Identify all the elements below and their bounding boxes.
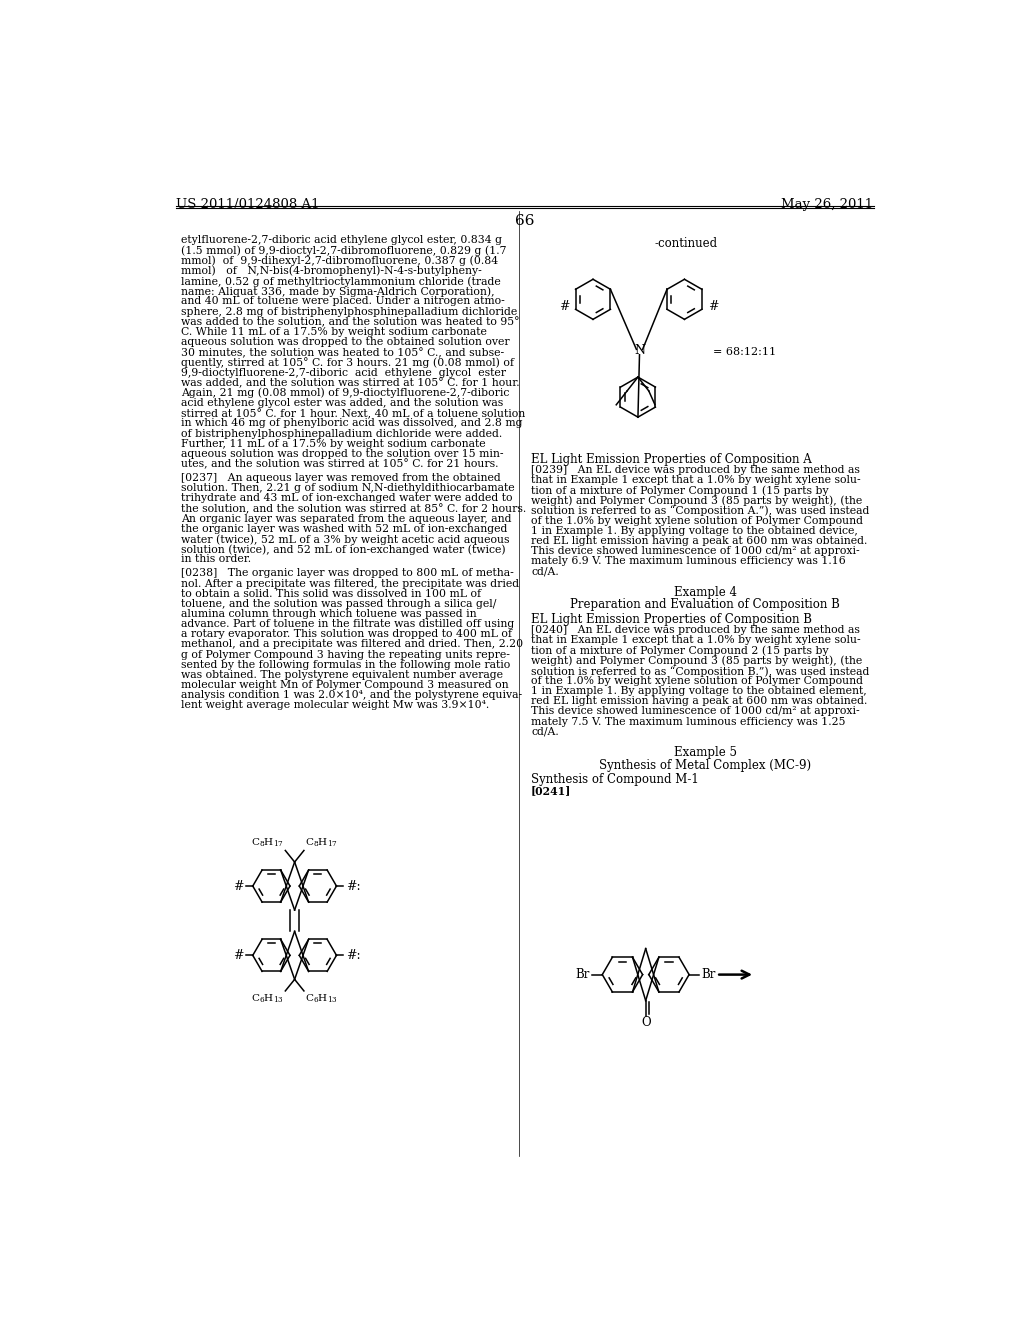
Text: 30 minutes, the solution was heated to 105° C., and subse-: 30 minutes, the solution was heated to 1… bbox=[180, 347, 504, 358]
Text: 1 in Example 1. By applying voltage to the obtained element,: 1 in Example 1. By applying voltage to t… bbox=[531, 686, 866, 696]
Text: lamine, 0.52 g of methyltrioctylammonium chloride (trade: lamine, 0.52 g of methyltrioctylammonium… bbox=[180, 276, 501, 286]
Text: water (twice), 52 mL of a 3% by weight acetic acid aqueous: water (twice), 52 mL of a 3% by weight a… bbox=[180, 535, 509, 545]
Text: O: O bbox=[641, 1016, 650, 1030]
Text: Example 5: Example 5 bbox=[674, 746, 737, 759]
Text: C. While 11 mL of a 17.5% by weight sodium carbonate: C. While 11 mL of a 17.5% by weight sodi… bbox=[180, 327, 486, 337]
Text: aqueous solution was dropped to the obtained solution over: aqueous solution was dropped to the obta… bbox=[180, 337, 509, 347]
Text: -continued: -continued bbox=[654, 238, 718, 249]
Text: [0237]   An aqueous layer was removed from the obtained: [0237] An aqueous layer was removed from… bbox=[180, 473, 501, 483]
Text: the organic layer was washed with 52 mL of ion-exchanged: the organic layer was washed with 52 mL … bbox=[180, 524, 507, 533]
Text: #:: #: bbox=[346, 879, 360, 892]
Text: [0239]   An EL device was produced by the same method as: [0239] An EL device was produced by the … bbox=[531, 465, 860, 475]
Text: $\mathregular{C_8H_{17}}$: $\mathregular{C_8H_{17}}$ bbox=[305, 837, 338, 849]
Text: solution is referred to as “Composition A.”), was used instead: solution is referred to as “Composition … bbox=[531, 506, 869, 516]
Text: toluene, and the solution was passed through a silica gel/: toluene, and the solution was passed thr… bbox=[180, 599, 496, 609]
Text: May 26, 2011: May 26, 2011 bbox=[781, 198, 873, 211]
Text: Br: Br bbox=[701, 968, 716, 981]
Text: = 68:12:11: = 68:12:11 bbox=[713, 347, 776, 358]
Text: stirred at 105° C. for 1 hour. Next, 40 mL of a toluene solution: stirred at 105° C. for 1 hour. Next, 40 … bbox=[180, 408, 525, 418]
Text: cd/A.: cd/A. bbox=[531, 566, 559, 577]
Text: nol. After a precipitate was filtered, the precipitate was dried: nol. After a precipitate was filtered, t… bbox=[180, 578, 519, 589]
Text: of bistriphenylphosphinepalladium dichloride were added.: of bistriphenylphosphinepalladium dichlo… bbox=[180, 429, 502, 438]
Text: alumina column through which toluene was passed in: alumina column through which toluene was… bbox=[180, 609, 476, 619]
Text: An organic layer was separated from the aqueous layer, and: An organic layer was separated from the … bbox=[180, 513, 511, 524]
Text: cd/A.: cd/A. bbox=[531, 727, 559, 737]
Text: aqueous solution was dropped to the solution over 15 min-: aqueous solution was dropped to the solu… bbox=[180, 449, 503, 459]
Text: US 2011/0124808 A1: US 2011/0124808 A1 bbox=[176, 198, 319, 211]
Text: utes, and the solution was stirred at 105° C. for 21 hours.: utes, and the solution was stirred at 10… bbox=[180, 459, 499, 470]
Text: #: # bbox=[233, 879, 244, 892]
Text: solution (twice), and 52 mL of ion-exchanged water (twice): solution (twice), and 52 mL of ion-excha… bbox=[180, 544, 505, 554]
Text: acid ethylene glycol ester was added, and the solution was: acid ethylene glycol ester was added, an… bbox=[180, 399, 503, 408]
Text: name: Aliquat 336, made by Sigma-Aldrich Corporation),: name: Aliquat 336, made by Sigma-Aldrich… bbox=[180, 286, 495, 297]
Text: red EL light emission having a peak at 600 nm was obtained.: red EL light emission having a peak at 6… bbox=[531, 697, 867, 706]
Text: #: # bbox=[233, 949, 244, 962]
Text: $\mathregular{C_8H_{17}}$: $\mathregular{C_8H_{17}}$ bbox=[251, 837, 284, 849]
Text: quently, stirred at 105° C. for 3 hours. 21 mg (0.08 mmol) of: quently, stirred at 105° C. for 3 hours.… bbox=[180, 358, 514, 368]
Text: Again, 21 mg (0.08 mmol) of 9,9-dioctylfluorene-2,7-diboric: Again, 21 mg (0.08 mmol) of 9,9-dioctylf… bbox=[180, 388, 509, 399]
Text: lent weight average molecular weight Mw was 3.9×10⁴.: lent weight average molecular weight Mw … bbox=[180, 701, 488, 710]
Text: in this order.: in this order. bbox=[180, 554, 251, 565]
Text: analysis condition 1 was 2.0×10⁴, and the polystyrene equiva-: analysis condition 1 was 2.0×10⁴, and th… bbox=[180, 690, 522, 701]
Text: a rotary evaporator. This solution was dropped to 400 mL of: a rotary evaporator. This solution was d… bbox=[180, 630, 512, 639]
Text: mately 7.5 V. The maximum luminous efficiency was 1.25: mately 7.5 V. The maximum luminous effic… bbox=[531, 717, 846, 726]
Text: was obtained. The polystyrene equivalent number average: was obtained. The polystyrene equivalent… bbox=[180, 671, 503, 680]
Text: mately 6.9 V. The maximum luminous efficiency was 1.16: mately 6.9 V. The maximum luminous effic… bbox=[531, 556, 846, 566]
Text: and 40 mL of toluene were placed. Under a nitrogen atmo-: and 40 mL of toluene were placed. Under … bbox=[180, 297, 505, 306]
Text: in which 46 mg of phenylboric acid was dissolved, and 2.8 mg: in which 46 mg of phenylboric acid was d… bbox=[180, 418, 522, 429]
Text: etylfluorene-2,7-diboric acid ethylene glycol ester, 0.834 g: etylfluorene-2,7-diboric acid ethylene g… bbox=[180, 235, 502, 246]
Text: [0238]   The organic layer was dropped to 800 mL of metha-: [0238] The organic layer was dropped to … bbox=[180, 569, 513, 578]
Text: Br: Br bbox=[575, 968, 590, 981]
Text: EL Light Emission Properties of Composition A: EL Light Emission Properties of Composit… bbox=[531, 453, 812, 466]
Text: [0240]   An EL device was produced by the same method as: [0240] An EL device was produced by the … bbox=[531, 626, 860, 635]
Text: sented by the following formulas in the following mole ratio: sented by the following formulas in the … bbox=[180, 660, 510, 669]
Text: sphere, 2.8 mg of bistriphenylphosphinepalladium dichloride: sphere, 2.8 mg of bistriphenylphosphinep… bbox=[180, 306, 517, 317]
Text: solution. Then, 2.21 g of sodium N,N-diethyldithiocarbamate: solution. Then, 2.21 g of sodium N,N-die… bbox=[180, 483, 514, 494]
Text: molecular weight Mn of Polymer Compound 3 measured on: molecular weight Mn of Polymer Compound … bbox=[180, 680, 508, 690]
Text: weight) and Polymer Compound 3 (85 parts by weight), (the: weight) and Polymer Compound 3 (85 parts… bbox=[531, 495, 862, 506]
Text: Synthesis of Metal Complex (MC-9): Synthesis of Metal Complex (MC-9) bbox=[599, 759, 811, 771]
Text: Further, 11 mL of a 17.5% by weight sodium carbonate: Further, 11 mL of a 17.5% by weight sodi… bbox=[180, 438, 485, 449]
Text: #: # bbox=[709, 300, 719, 313]
Text: N: N bbox=[634, 345, 645, 358]
Text: was added, and the solution was stirred at 105° C. for 1 hour.: was added, and the solution was stirred … bbox=[180, 378, 519, 388]
Text: weight) and Polymer Compound 3 (85 parts by weight), (the: weight) and Polymer Compound 3 (85 parts… bbox=[531, 656, 862, 667]
Text: Preparation and Evaluation of Composition B: Preparation and Evaluation of Compositio… bbox=[570, 598, 841, 611]
Text: of the 1.0% by weight xylene solution of Polymer Compound: of the 1.0% by weight xylene solution of… bbox=[531, 676, 863, 686]
Text: (1.5 mmol) of 9,9-dioctyl-2,7-dibromofluorene, 0.829 g (1.7: (1.5 mmol) of 9,9-dioctyl-2,7-dibromoflu… bbox=[180, 246, 506, 256]
Text: 66: 66 bbox=[515, 214, 535, 228]
Text: tion of a mixture of Polymer Compound 1 (15 parts by: tion of a mixture of Polymer Compound 1 … bbox=[531, 486, 828, 496]
Text: red EL light emission having a peak at 600 nm was obtained.: red EL light emission having a peak at 6… bbox=[531, 536, 867, 546]
Text: #: # bbox=[559, 300, 569, 313]
Text: methanol, and a precipitate was filtered and dried. Then, 2.20: methanol, and a precipitate was filtered… bbox=[180, 639, 523, 649]
Text: 1 in Example 1. By applying voltage to the obtained device,: 1 in Example 1. By applying voltage to t… bbox=[531, 525, 858, 536]
Text: mmol)   of   N,N-bis(4-bromophenyl)-N-4-s-butylpheny-: mmol) of N,N-bis(4-bromophenyl)-N-4-s-bu… bbox=[180, 265, 481, 276]
Text: #:: #: bbox=[346, 949, 360, 962]
Text: that in Example 1 except that a 1.0% by weight xylene solu-: that in Example 1 except that a 1.0% by … bbox=[531, 475, 860, 484]
Text: $\mathregular{C_6H_{13}}$: $\mathregular{C_6H_{13}}$ bbox=[251, 993, 284, 1005]
Text: to obtain a solid. This solid was dissolved in 100 mL of: to obtain a solid. This solid was dissol… bbox=[180, 589, 481, 599]
Text: This device showed luminescence of 1000 cd/m² at approxi-: This device showed luminescence of 1000 … bbox=[531, 546, 859, 556]
Text: was added to the solution, and the solution was heated to 95°: was added to the solution, and the solut… bbox=[180, 317, 519, 327]
Text: that in Example 1 except that a 1.0% by weight xylene solu-: that in Example 1 except that a 1.0% by … bbox=[531, 635, 860, 645]
Text: $\mathregular{C_6H_{13}}$: $\mathregular{C_6H_{13}}$ bbox=[305, 993, 338, 1005]
Text: [0241]: [0241] bbox=[531, 785, 571, 796]
Text: This device showed luminescence of 1000 cd/m² at approxi-: This device showed luminescence of 1000 … bbox=[531, 706, 859, 717]
Text: of the 1.0% by weight xylene solution of Polymer Compound: of the 1.0% by weight xylene solution of… bbox=[531, 516, 863, 525]
Text: mmol)  of  9,9-dihexyl-2,7-dibromofluorene, 0.387 g (0.84: mmol) of 9,9-dihexyl-2,7-dibromofluorene… bbox=[180, 256, 498, 267]
Text: trihydrate and 43 mL of ion-exchanged water were added to: trihydrate and 43 mL of ion-exchanged wa… bbox=[180, 494, 512, 503]
Text: g of Polymer Compound 3 having the repeating units repre-: g of Polymer Compound 3 having the repea… bbox=[180, 649, 510, 660]
Text: solution is referred to as “Composition B.”), was used instead: solution is referred to as “Composition … bbox=[531, 665, 869, 677]
Text: 9,9-dioctylfluorene-2,7-diboric  acid  ethylene  glycol  ester: 9,9-dioctylfluorene-2,7-diboric acid eth… bbox=[180, 367, 506, 378]
Text: the solution, and the solution was stirred at 85° C. for 2 hours.: the solution, and the solution was stirr… bbox=[180, 503, 526, 515]
Text: Synthesis of Compound M-1: Synthesis of Compound M-1 bbox=[531, 774, 698, 787]
Text: Example 4: Example 4 bbox=[674, 586, 737, 599]
Text: advance. Part of toluene in the filtrate was distilled off using: advance. Part of toluene in the filtrate… bbox=[180, 619, 514, 630]
Text: tion of a mixture of Polymer Compound 2 (15 parts by: tion of a mixture of Polymer Compound 2 … bbox=[531, 645, 828, 656]
Text: EL Light Emission Properties of Composition B: EL Light Emission Properties of Composit… bbox=[531, 612, 812, 626]
